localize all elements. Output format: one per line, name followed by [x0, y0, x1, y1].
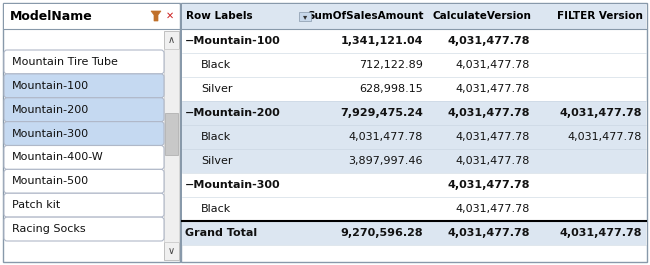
Bar: [182, 173, 646, 197]
Text: ∧: ∧: [168, 35, 175, 45]
Text: 9,270,596.28: 9,270,596.28: [341, 228, 423, 238]
FancyBboxPatch shape: [164, 242, 179, 260]
Text: 4,031,477.78: 4,031,477.78: [456, 132, 530, 142]
Text: Mountain-400-W: Mountain-400-W: [12, 152, 104, 162]
Text: Silver: Silver: [201, 84, 233, 94]
Text: Silver: Silver: [201, 156, 233, 166]
FancyBboxPatch shape: [3, 3, 180, 262]
Text: Mountain-500: Mountain-500: [12, 176, 89, 186]
Text: ∨: ∨: [168, 246, 175, 256]
Bar: [182, 197, 646, 221]
Text: 7,929,475.24: 7,929,475.24: [340, 108, 423, 118]
Bar: [182, 53, 646, 77]
Text: ▾: ▾: [303, 12, 307, 21]
FancyBboxPatch shape: [164, 49, 179, 242]
Text: Black: Black: [201, 204, 231, 214]
FancyBboxPatch shape: [181, 3, 647, 262]
Text: 4,031,477.78: 4,031,477.78: [567, 132, 642, 142]
FancyBboxPatch shape: [4, 50, 164, 74]
Text: −Mountain-300: −Mountain-300: [185, 180, 281, 190]
Bar: [182, 29, 646, 53]
Text: 4,031,477.78: 4,031,477.78: [447, 108, 530, 118]
FancyBboxPatch shape: [4, 122, 164, 145]
FancyBboxPatch shape: [4, 98, 164, 122]
Text: SumOfSalesAmount: SumOfSalesAmount: [307, 11, 424, 21]
Text: Mountain Tire Tube: Mountain Tire Tube: [12, 57, 118, 67]
Text: −Mountain-200: −Mountain-200: [185, 108, 281, 118]
Text: Mountain-100: Mountain-100: [12, 81, 89, 91]
Text: Mountain-300: Mountain-300: [12, 129, 89, 139]
FancyBboxPatch shape: [164, 31, 179, 49]
Text: 712,122.89: 712,122.89: [359, 60, 423, 70]
Bar: [182, 221, 646, 245]
Text: FILTER Version: FILTER Version: [557, 11, 643, 21]
Text: 4,031,477.78: 4,031,477.78: [447, 36, 530, 46]
Bar: [4, 4, 179, 29]
FancyBboxPatch shape: [165, 113, 178, 155]
Text: Grand Total: Grand Total: [185, 228, 257, 238]
Text: Mountain-200: Mountain-200: [12, 105, 89, 115]
Bar: [182, 4, 646, 29]
Text: 1,341,121.04: 1,341,121.04: [341, 36, 423, 46]
Text: 4,031,477.78: 4,031,477.78: [456, 60, 530, 70]
Bar: [182, 77, 646, 101]
Text: 628,998.15: 628,998.15: [359, 84, 423, 94]
Text: 4,031,477.78: 4,031,477.78: [560, 108, 642, 118]
Text: Black: Black: [201, 60, 231, 70]
Text: ModelName: ModelName: [10, 10, 93, 23]
Text: CalculateVersion: CalculateVersion: [432, 11, 531, 21]
Text: ✕: ✕: [166, 11, 174, 21]
Bar: [182, 101, 646, 125]
Text: 4,031,477.78: 4,031,477.78: [456, 204, 530, 214]
Polygon shape: [151, 11, 161, 21]
Text: Patch kit: Patch kit: [12, 200, 60, 210]
FancyBboxPatch shape: [299, 12, 311, 21]
Text: 4,031,477.78: 4,031,477.78: [447, 228, 530, 238]
Text: −Mountain-100: −Mountain-100: [185, 36, 281, 46]
Text: Racing Socks: Racing Socks: [12, 224, 86, 234]
FancyBboxPatch shape: [4, 193, 164, 217]
Text: 4,031,477.78: 4,031,477.78: [560, 228, 642, 238]
FancyBboxPatch shape: [4, 74, 164, 98]
FancyBboxPatch shape: [4, 169, 164, 193]
Text: 4,031,477.78: 4,031,477.78: [456, 84, 530, 94]
Text: Black: Black: [201, 132, 231, 142]
Bar: [182, 149, 646, 173]
FancyBboxPatch shape: [4, 145, 164, 169]
Text: 4,031,477.78: 4,031,477.78: [348, 132, 423, 142]
Bar: [182, 125, 646, 149]
Text: 4,031,477.78: 4,031,477.78: [456, 156, 530, 166]
FancyBboxPatch shape: [4, 217, 164, 241]
Text: 3,897,997.46: 3,897,997.46: [348, 156, 423, 166]
Text: 4,031,477.78: 4,031,477.78: [447, 180, 530, 190]
Text: Row Labels: Row Labels: [186, 11, 253, 21]
